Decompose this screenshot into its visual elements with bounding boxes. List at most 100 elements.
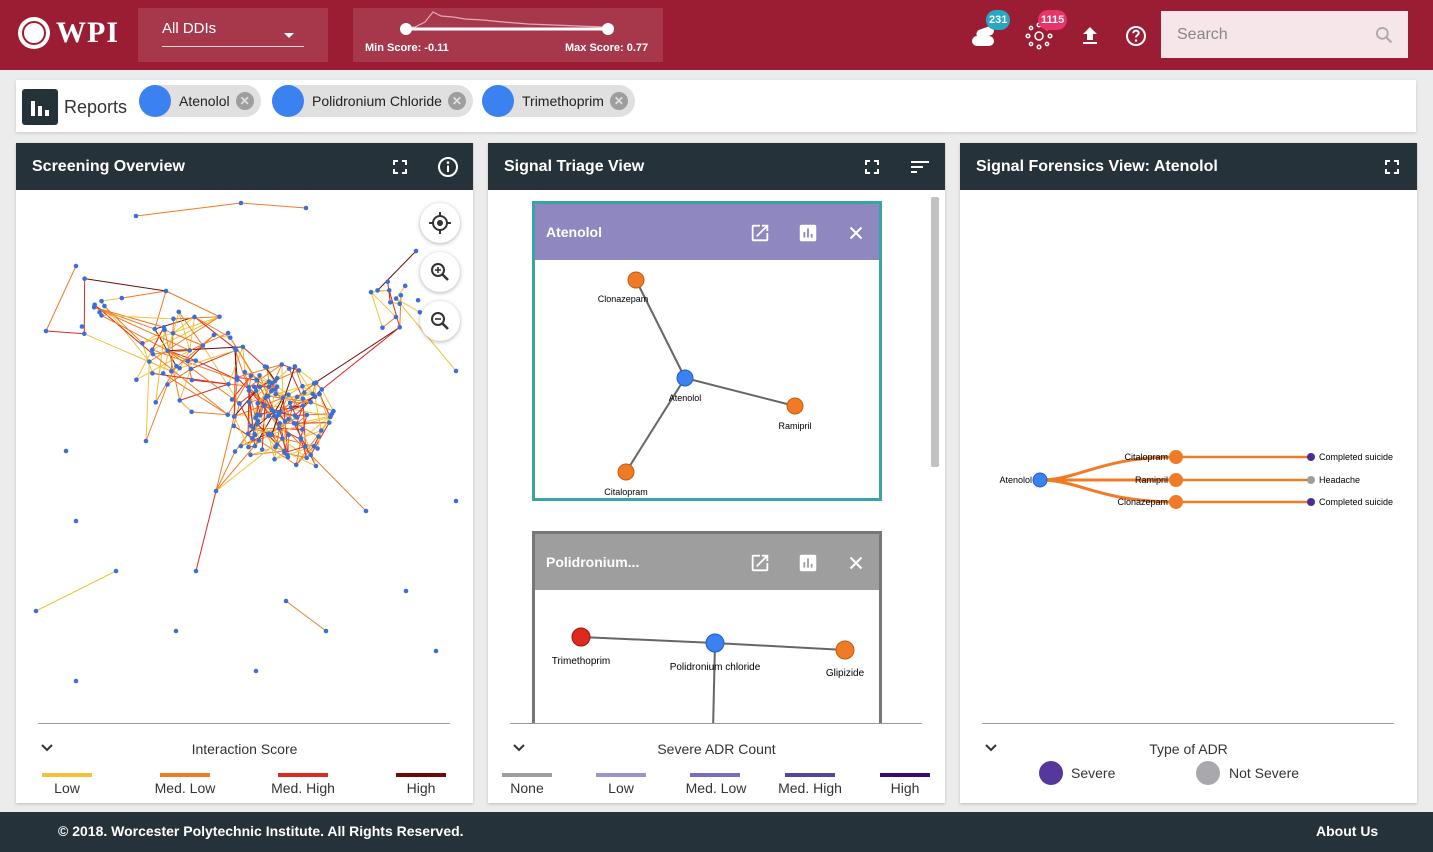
drug-node[interactable] — [266, 384, 272, 390]
drug-node[interactable] — [397, 301, 402, 307]
open-external-icon[interactable] — [749, 552, 771, 574]
interaction-network-icon[interactable] — [1025, 22, 1053, 50]
open-external-icon[interactable] — [749, 222, 771, 244]
drug-node[interactable] — [453, 498, 459, 504]
drug-node[interactable] — [255, 400, 261, 406]
drug-node[interactable] — [256, 438, 262, 443]
drug-node[interactable] — [251, 384, 257, 390]
drug-node[interactable] — [133, 213, 139, 219]
sort-icon[interactable] — [908, 155, 932, 179]
drug-node[interactable] — [232, 346, 238, 351]
drug-node[interactable] — [245, 431, 251, 436]
drug-node[interactable] — [269, 381, 275, 386]
drug-node[interactable] — [311, 443, 317, 449]
drug-node[interactable] — [296, 368, 302, 373]
drug-node[interactable] — [250, 435, 255, 441]
fullscreen-icon[interactable] — [388, 155, 412, 179]
drug-node[interactable] — [251, 426, 256, 431]
drug-node[interactable] — [285, 452, 290, 458]
drug-node[interactable] — [102, 303, 107, 309]
drug-node[interactable] — [319, 387, 325, 392]
zoom-in-button[interactable] — [420, 252, 460, 292]
drug-node[interactable] — [171, 316, 176, 322]
drug-node[interactable] — [263, 395, 268, 401]
drug-node[interactable] — [187, 348, 192, 353]
drug-node[interactable] — [161, 324, 167, 330]
drug-node[interactable] — [311, 381, 317, 386]
drug-node[interactable] — [252, 443, 258, 449]
drug-node[interactable] — [237, 401, 242, 406]
drug-node[interactable] — [134, 377, 139, 383]
min-score-handle[interactable] — [400, 23, 412, 35]
drug-node[interactable] — [433, 648, 439, 654]
chevron-down-icon[interactable] — [984, 741, 998, 755]
drug-node[interactable] — [294, 415, 299, 420]
drug-node[interactable] — [413, 248, 419, 254]
drug-node[interactable] — [255, 418, 261, 424]
drug-node[interactable] — [315, 446, 320, 451]
drug-node[interactable] — [73, 518, 79, 524]
drug-node[interactable] — [152, 326, 158, 332]
drug-node[interactable] — [326, 420, 332, 425]
drug-node[interactable] — [149, 347, 155, 353]
drug-node[interactable] — [304, 412, 310, 418]
drug-node[interactable] — [150, 351, 156, 357]
fullscreen-icon[interactable] — [1380, 155, 1404, 179]
drug-node[interactable] — [375, 288, 380, 293]
drug-node[interactable] — [303, 444, 308, 449]
drug-node[interactable] — [304, 455, 310, 461]
drug-node[interactable] — [259, 447, 265, 452]
drug-node[interactable] — [266, 413, 271, 419]
drug-node[interactable] — [188, 366, 194, 372]
drug-node[interactable] — [238, 200, 244, 206]
drug-node[interactable] — [253, 388, 259, 394]
drug-node[interactable] — [177, 365, 182, 371]
chevron-down-icon[interactable] — [40, 741, 54, 755]
drug-node[interactable] — [279, 362, 285, 367]
drug-node[interactable] — [217, 314, 222, 320]
drug-node[interactable] — [160, 371, 166, 376]
drug-node[interactable] — [97, 309, 102, 315]
drug-node[interactable] — [165, 348, 171, 354]
drug-node[interactable] — [176, 309, 182, 315]
chip-remove-icon[interactable]: ✕ — [235, 92, 254, 110]
drug-node[interactable] — [292, 364, 298, 369]
drug-node[interactable] — [273, 391, 278, 397]
drug-node[interactable] — [453, 368, 459, 374]
drug-node[interactable] — [246, 384, 252, 390]
drug-node[interactable] — [286, 432, 292, 438]
drug-node[interactable] — [282, 419, 288, 424]
search-input[interactable] — [1161, 11, 1408, 58]
bar-chart-icon[interactable] — [797, 222, 819, 244]
reports-label[interactable]: Reports — [64, 97, 128, 117]
drug-node[interactable] — [277, 421, 283, 426]
report-chip-polidronium[interactable]: Polidronium Chloride ✕ — [272, 85, 473, 117]
drug-node[interactable] — [150, 371, 155, 376]
drug-node[interactable] — [253, 668, 259, 674]
drug-node[interactable] — [308, 452, 314, 458]
drug-node[interactable] — [286, 392, 291, 397]
drug-node[interactable] — [286, 366, 292, 371]
triage-card-atenolol[interactable]: Atenolol Clonazepam Atenolol Ramipril C — [532, 201, 882, 501]
drug-node[interactable] — [363, 508, 369, 514]
wpi-logo[interactable]: WPI — [18, 16, 119, 50]
drug-node[interactable] — [192, 314, 197, 320]
drug-node[interactable] — [331, 408, 336, 414]
drug-node[interactable] — [282, 450, 287, 455]
drug-node[interactable] — [173, 628, 179, 634]
drug-node[interactable] — [170, 330, 176, 336]
search-icon[interactable] — [1374, 25, 1394, 45]
drug-node[interactable] — [273, 444, 278, 450]
close-icon[interactable] — [845, 552, 867, 574]
drug-node[interactable] — [43, 328, 49, 334]
drug-node[interactable] — [225, 412, 231, 418]
drug-node[interactable] — [262, 364, 268, 369]
drug-node[interactable] — [246, 388, 252, 393]
close-icon[interactable] — [845, 222, 867, 244]
drug-node[interactable] — [393, 314, 399, 320]
drug-node[interactable] — [280, 436, 285, 441]
drug-node[interactable] — [185, 358, 190, 364]
drug-node[interactable] — [257, 384, 263, 390]
drugs-pill-icon[interactable] — [970, 22, 998, 50]
score-range-slider[interactable]: Min Score: -0.11 Max Score: 0.77 — [353, 8, 663, 62]
